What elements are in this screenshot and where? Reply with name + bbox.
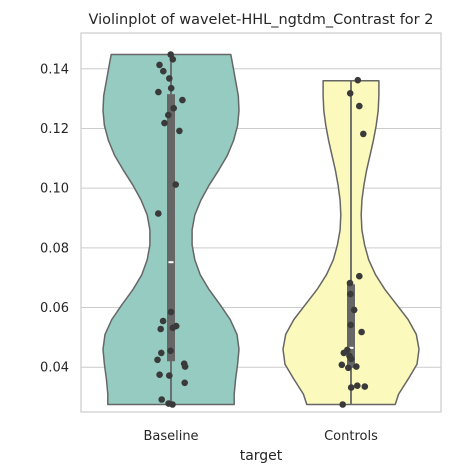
data-point bbox=[167, 84, 175, 92]
data-point bbox=[346, 90, 354, 97]
data-point bbox=[169, 401, 176, 408]
data-point bbox=[169, 56, 177, 63]
data-point bbox=[360, 130, 367, 138]
x-tick-label: Baseline bbox=[143, 429, 198, 444]
data-point bbox=[358, 328, 365, 336]
y-tick-label: 0.08 bbox=[40, 241, 69, 256]
data-point bbox=[166, 372, 173, 379]
y-tick-label: 0.06 bbox=[40, 301, 69, 316]
data-point bbox=[339, 401, 347, 408]
data-point bbox=[350, 306, 358, 314]
x-axis-label: target bbox=[240, 448, 283, 464]
data-point bbox=[181, 363, 189, 370]
data-point bbox=[345, 364, 352, 372]
data-point bbox=[172, 181, 179, 188]
data-point bbox=[346, 279, 354, 287]
data-point bbox=[156, 371, 163, 379]
data-point bbox=[169, 324, 177, 332]
x-tick-labels: Baseline Controls bbox=[143, 429, 378, 444]
data-point bbox=[166, 75, 173, 82]
data-point bbox=[347, 355, 355, 363]
x-tick-label: Controls bbox=[324, 429, 378, 444]
data-point bbox=[181, 379, 188, 387]
chart-title: Violinplot of wavelet-HHL_ngtdm_Contrast… bbox=[89, 12, 434, 28]
data-point bbox=[165, 111, 172, 119]
plot-frame bbox=[80, 32, 442, 413]
y-tick-labels: 0.04 0.06 0.08 0.10 0.12 0.14 bbox=[40, 62, 69, 375]
iqr-box bbox=[167, 94, 175, 362]
data-point bbox=[160, 67, 167, 75]
data-point bbox=[155, 88, 162, 96]
data-point bbox=[179, 96, 186, 104]
data-point bbox=[176, 127, 183, 135]
y-tick-label: 0.14 bbox=[40, 62, 69, 77]
y-tick-label: 0.10 bbox=[40, 182, 69, 197]
data-point bbox=[157, 325, 164, 333]
data-point bbox=[361, 383, 369, 390]
data-point bbox=[347, 290, 354, 298]
data-point bbox=[159, 317, 167, 325]
points-layer bbox=[154, 51, 369, 408]
data-point bbox=[154, 356, 161, 364]
data-point bbox=[356, 102, 363, 110]
data-point bbox=[156, 61, 163, 69]
data-point bbox=[356, 272, 363, 280]
data-point bbox=[161, 119, 168, 127]
data-point bbox=[347, 321, 355, 329]
data-point bbox=[167, 308, 175, 316]
data-point bbox=[354, 382, 361, 390]
data-point bbox=[353, 363, 360, 370]
data-point bbox=[155, 210, 162, 217]
data-point bbox=[338, 361, 346, 369]
data-point bbox=[158, 396, 165, 403]
data-point bbox=[170, 104, 177, 112]
data-point bbox=[340, 349, 348, 357]
data-point bbox=[158, 349, 165, 357]
y-tick-label: 0.04 bbox=[40, 361, 69, 376]
data-point bbox=[354, 76, 362, 84]
data-point bbox=[167, 347, 174, 355]
y-tick-label: 0.12 bbox=[40, 122, 69, 137]
data-point bbox=[347, 384, 355, 391]
